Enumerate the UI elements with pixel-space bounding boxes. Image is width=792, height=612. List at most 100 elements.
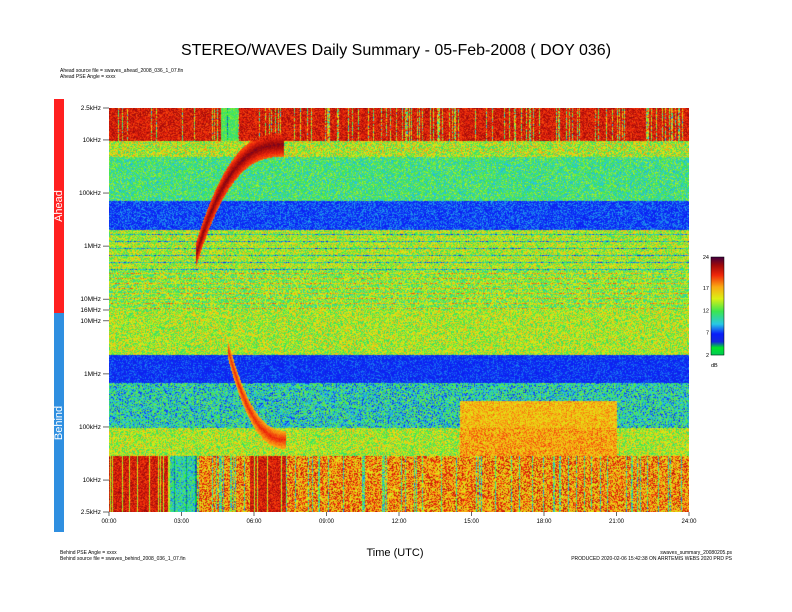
colorbar-swatch [711,305,724,307]
colorbar-swatch [711,262,724,264]
colorbar-swatch [711,322,724,324]
colorbar-swatch [711,304,724,306]
ahead-ytick-label: 2.5kHz [81,105,101,112]
colorbar-swatch [711,264,724,266]
colorbar-swatch [711,350,724,352]
colorbar-swatch [711,313,724,315]
xtick-label: 15:00 [464,519,480,525]
xtick-label: 03:00 [174,519,190,525]
colorbar-swatch [711,286,724,288]
colorbar-swatch [711,332,724,334]
colorbar-swatch [711,310,724,312]
colorbar-swatch [711,257,724,259]
colorbar-swatch [711,336,724,338]
behind-ytick-label: 10MHz [80,318,101,325]
colorbar-swatch [711,293,724,295]
colorbar-swatch [711,271,724,273]
colorbar-swatch [711,272,724,274]
colorbar-swatch [711,301,724,303]
colorbar-swatch [711,346,724,348]
colorbar-swatch [711,352,724,354]
colorbar-swatch [711,353,724,355]
colorbar-swatch [711,292,724,294]
colorbar-swatch [711,334,724,336]
colorbar-swatch [711,315,724,317]
colorbar-swatch [711,339,724,341]
behind-source-file: Behind source file = swaves_behind_2008_… [60,556,186,562]
spectrogram-canvas [109,108,689,512]
colorbar-swatch [711,268,724,270]
colorbar-swatch [711,282,724,284]
ahead-ytick-label: 1MHz [84,243,101,250]
colorbar-swatch [711,347,724,349]
production-info: PRODUCED 2020-02-06 15:42:38 ON ARRTEMIS… [571,556,732,562]
colorbar-swatch [711,344,724,346]
colorbar-swatch [711,276,724,278]
colorbar-swatch [711,340,724,342]
colorbar-swatch [711,333,724,335]
colorbar-swatch [711,317,724,319]
colorbar-swatch [711,258,724,260]
page-title: STEREO/WAVES Daily Summary - 05-Feb-2008… [180,42,612,59]
spectrogram [109,108,689,512]
colorbar-swatch [711,298,724,300]
colorbar-swatch [711,260,724,262]
colorbar-swatch [711,325,724,327]
colorbar-swatch [711,318,724,320]
colorbar-swatch [711,337,724,339]
ahead-ytick-label: 10kHz [83,137,101,144]
colorbar-swatch [711,299,724,301]
colorbar-swatch [711,307,724,309]
xtick-label: 24:00 [681,519,697,525]
colorbar-swatch [711,295,724,297]
colorbar-swatch [711,312,724,314]
colorbar-tick-label: 7 [706,331,709,337]
behind-pse-angle: Behind PSE Angle = xxxx [60,550,117,556]
colorbar-swatch [711,316,724,318]
x-axis-label: Time (UTC) [366,547,424,559]
colorbar-swatch [711,349,724,351]
colorbar-swatch [711,269,724,271]
colorbar-swatch [711,283,724,285]
colorbar-swatch [711,309,724,311]
colorbar-swatch [711,345,724,347]
colorbar-swatch [711,331,724,333]
colorbar-swatch [711,277,724,279]
colorbar-swatch [711,326,724,328]
colorbar-swatch [711,320,724,322]
colorbar-unit: dB [711,363,718,369]
colorbar-swatch [711,267,724,269]
colorbar-swatch [711,290,724,292]
colorbar-swatch [711,279,724,281]
colorbar-swatch [711,296,724,298]
behind-ytick-label: 2.5kHz [81,509,101,516]
colorbar-swatch [711,270,724,272]
behind-ytick-label: 1MHz [84,371,101,378]
x-ticks: 00:00 03:00 06:00 09:00 12:00 15:00 18:00 21:00… [101,512,697,525]
colorbar-swatch [711,348,724,350]
colorbar-swatch [711,354,724,356]
colorbar-swatch [711,284,724,286]
behind-ytick-label: 100kHz [79,424,101,431]
colorbar-tick-label: 24 [703,255,709,261]
xtick-label: 00:00 [101,519,117,525]
xtick-label: 09:00 [319,519,335,525]
behind-ytick-label: 10kHz [83,477,101,484]
colorbar-swatch [711,288,724,290]
colorbar-swatch [711,351,724,353]
colorbar-swatch [711,314,724,316]
y-ticks: 2.5kHz 10kHz 100kHz 1MHz 10MHz 16MHz 10MHz 1MHz… [79,105,109,516]
behind-bar [54,313,64,532]
colorbar-swatch [711,319,724,321]
colorbar: 24 17 12 7 2dB [703,255,725,369]
colorbar-swatch [711,328,724,330]
colorbar-swatch [711,266,724,268]
colorbar-swatch [711,308,724,310]
colorbar-swatch [711,263,724,265]
colorbar-swatch [711,287,724,289]
colorbar-swatch [711,341,724,343]
colorbar-swatch [711,281,724,283]
colorbar-swatch [711,297,724,299]
colorbar-swatch [711,338,724,340]
colorbar-swatch [711,321,724,323]
